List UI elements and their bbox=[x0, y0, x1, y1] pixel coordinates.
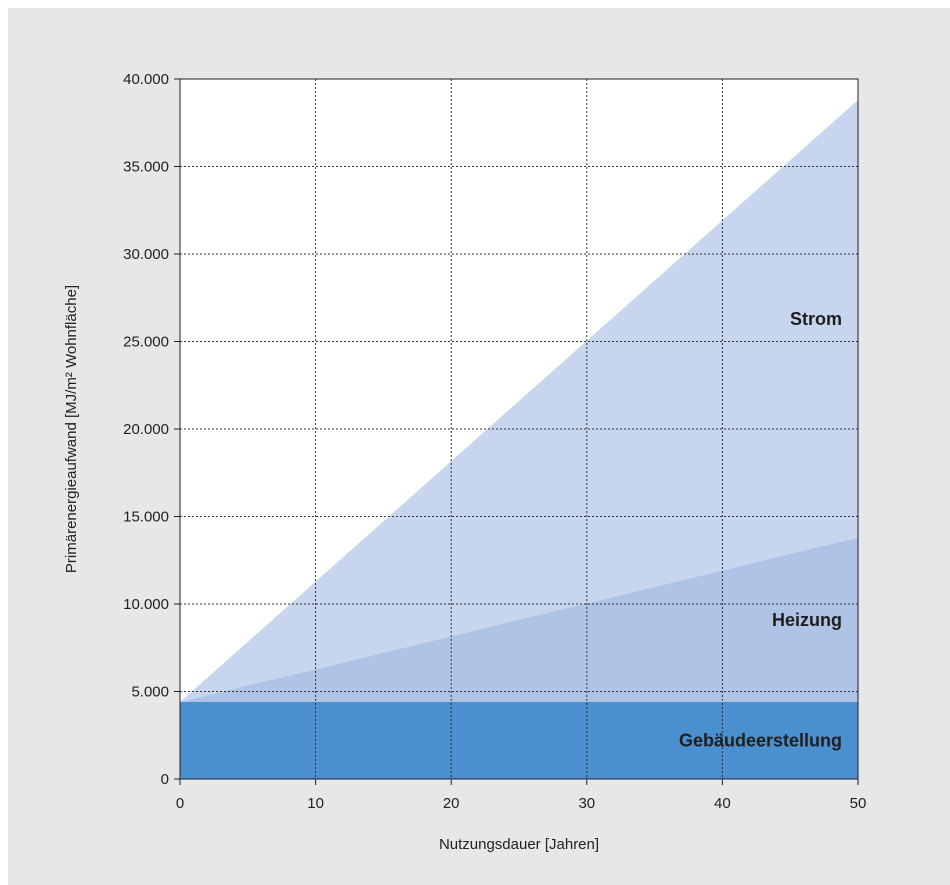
area-geb-udeerstellung bbox=[180, 702, 858, 779]
y-tick-label: 15.000 bbox=[123, 509, 169, 526]
series-label-heizung: Heizung bbox=[772, 610, 842, 630]
x-tick-label: 10 bbox=[307, 795, 324, 812]
y-tick-label: 25.000 bbox=[123, 334, 169, 351]
x-tick-label: 30 bbox=[578, 795, 595, 812]
series-label-strom: Strom bbox=[790, 309, 842, 329]
grid-layer bbox=[180, 79, 858, 779]
series-label-geb-udeerstellung: Gebäudeerstellung bbox=[679, 731, 842, 751]
y-tick-label: 0 bbox=[161, 771, 169, 788]
y-tick-label: 35.000 bbox=[123, 159, 169, 176]
x-tick-label: 20 bbox=[443, 795, 460, 812]
x-axis-title: Nutzungsdauer [Jahren] bbox=[439, 836, 599, 853]
y-tick-label: 10.000 bbox=[123, 596, 169, 613]
tick-layer: 0 10 20 30 40 50 0 5.000 10.000 15.000 20.000 25.00… bbox=[123, 71, 866, 812]
y-tick-label: 30.000 bbox=[123, 246, 169, 263]
x-tick-label: 40 bbox=[714, 795, 731, 812]
y-tick-label: 40.000 bbox=[123, 71, 169, 88]
y-tick-label: 20.000 bbox=[123, 421, 169, 438]
y-tick-label: 5.000 bbox=[131, 684, 169, 701]
x-tick-label: 50 bbox=[850, 795, 867, 812]
series-label-layer: Gebäudeerstellung Heizung Strom bbox=[679, 309, 842, 751]
area-strom bbox=[180, 100, 858, 702]
y-axis-title: Primärenergieaufwand [MJ/m² Wohnfläche] bbox=[63, 285, 80, 573]
x-tick-label: 0 bbox=[176, 795, 184, 812]
